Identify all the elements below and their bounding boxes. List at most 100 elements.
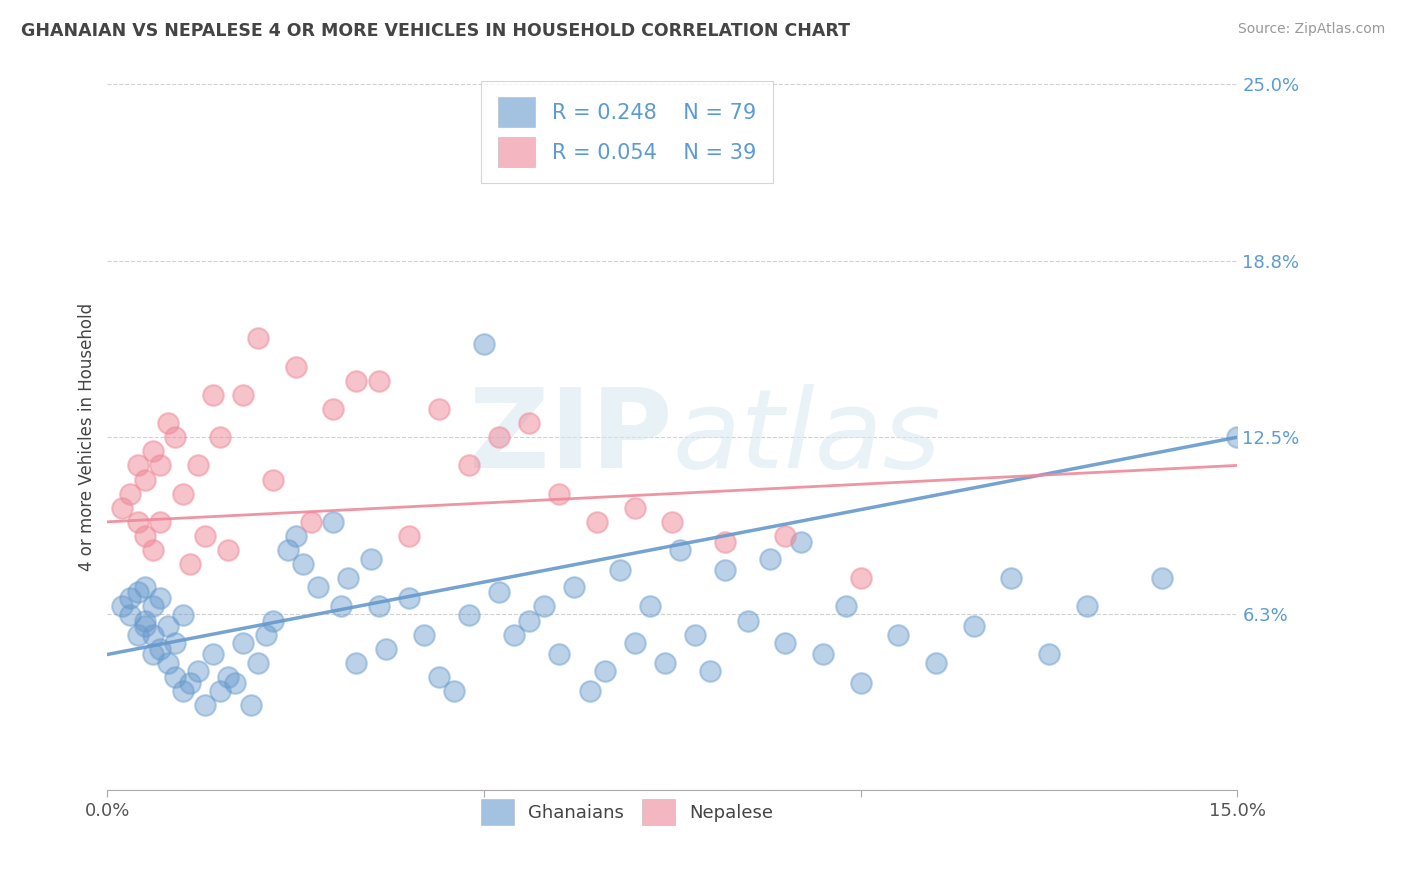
Point [179, 557, 201, 571]
Point [849, 675, 872, 690]
Point [578, 684, 600, 698]
Point [329, 599, 352, 614]
Point [458, 607, 481, 622]
Point [488, 430, 510, 444]
Point [149, 591, 172, 605]
Point [307, 580, 329, 594]
Point [548, 648, 571, 662]
Point [661, 515, 683, 529]
Point [586, 515, 609, 529]
Point [443, 684, 465, 698]
Point [398, 529, 420, 543]
Point [254, 628, 277, 642]
Point [367, 599, 389, 614]
Point [412, 628, 434, 642]
Point [593, 665, 616, 679]
Legend: Ghanaians, Nepalese: Ghanaians, Nepalese [472, 790, 782, 834]
Point [623, 636, 645, 650]
Point [292, 557, 315, 571]
Point [165, 670, 187, 684]
Point [533, 599, 555, 614]
Point [1152, 571, 1174, 585]
Point [134, 473, 156, 487]
Point [201, 388, 224, 402]
Point [714, 563, 737, 577]
Point [111, 599, 134, 614]
Point [503, 628, 526, 642]
Point [127, 458, 149, 473]
Point [134, 619, 156, 633]
Point [187, 458, 209, 473]
Point [1226, 430, 1249, 444]
Point [142, 628, 165, 642]
Point [187, 665, 209, 679]
Point [179, 675, 201, 690]
Point [156, 416, 179, 430]
Point [111, 500, 134, 515]
Point [247, 331, 270, 345]
Point [337, 571, 360, 585]
Point [232, 636, 254, 650]
Point [623, 500, 645, 515]
Point [127, 515, 149, 529]
Y-axis label: 4 or more Vehicles in Household: 4 or more Vehicles in Household [79, 303, 96, 571]
Point [134, 614, 156, 628]
Point [127, 585, 149, 599]
Point [775, 529, 797, 543]
Point [201, 648, 224, 662]
Point [638, 599, 661, 614]
Point [142, 648, 165, 662]
Point [224, 675, 246, 690]
Point [458, 458, 481, 473]
Point [427, 670, 450, 684]
Point [284, 359, 307, 374]
Point [375, 641, 398, 656]
Point [789, 534, 811, 549]
Point [517, 416, 540, 430]
Point [427, 401, 450, 416]
Point [134, 529, 156, 543]
Point [654, 656, 676, 670]
Point [925, 656, 948, 670]
Text: atlas: atlas [672, 384, 941, 491]
Text: GHANAIAN VS NEPALESE 4 OR MORE VEHICLES IN HOUSEHOLD CORRELATION CHART: GHANAIAN VS NEPALESE 4 OR MORE VEHICLES … [21, 22, 851, 40]
Point [737, 614, 759, 628]
Point [811, 648, 834, 662]
Point [683, 628, 706, 642]
Point [217, 670, 239, 684]
Point [609, 563, 631, 577]
Point [759, 551, 782, 566]
Point [277, 543, 299, 558]
Point [262, 473, 284, 487]
Point [322, 401, 344, 416]
Point [239, 698, 262, 713]
Point [172, 684, 194, 698]
Point [322, 515, 344, 529]
Point [517, 614, 540, 628]
Point [564, 580, 586, 594]
Point [118, 486, 141, 500]
Point [149, 458, 172, 473]
Point [127, 628, 149, 642]
Point [963, 619, 986, 633]
Point [488, 585, 510, 599]
Text: Source: ZipAtlas.com: Source: ZipAtlas.com [1237, 22, 1385, 37]
Point [142, 599, 165, 614]
Point [165, 636, 187, 650]
Point [1038, 648, 1060, 662]
Point [835, 599, 858, 614]
Point [156, 656, 179, 670]
Point [217, 543, 239, 558]
Point [262, 614, 284, 628]
Point [887, 628, 910, 642]
Point [360, 551, 382, 566]
Point [1000, 571, 1022, 585]
Point [149, 515, 172, 529]
Point [548, 486, 571, 500]
Point [344, 374, 367, 388]
Point [209, 684, 232, 698]
Point [472, 337, 495, 351]
Point [849, 571, 872, 585]
Point [209, 430, 232, 444]
Point [118, 607, 141, 622]
